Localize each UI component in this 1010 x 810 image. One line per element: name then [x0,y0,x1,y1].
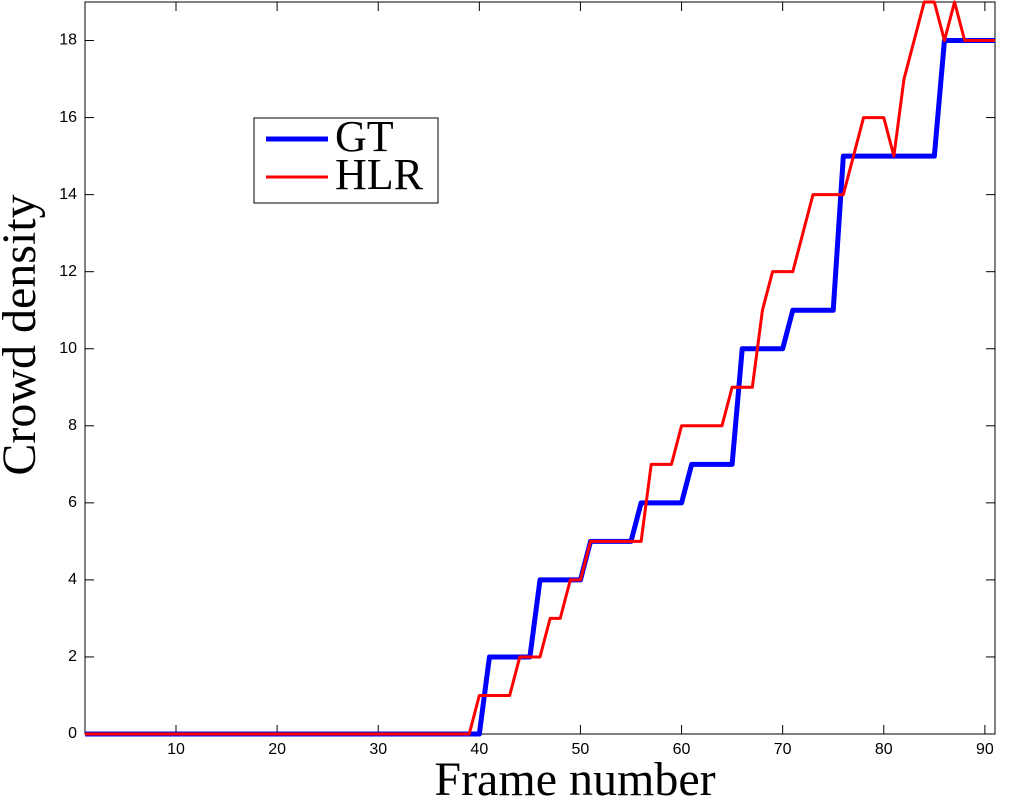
y-tick-label: 14 [59,186,77,203]
y-tick-label: 6 [68,494,77,511]
x-tick-label: 90 [976,741,994,758]
plot-area [84,1,996,735]
x-tick-label: 70 [774,741,792,758]
y-tick-label: 0 [68,725,77,742]
legend-label: GT [335,112,394,161]
x-tick-label: 10 [167,741,185,758]
x-tick-label: 30 [369,741,387,758]
y-tick-label: 2 [68,648,77,665]
x-tick-label: 20 [268,741,286,758]
x-axis-label: Frame number [434,753,715,806]
y-tick-label: 16 [59,109,77,126]
data-line [85,0,995,736]
x-tick-label: 40 [470,741,488,758]
legend-box [253,117,439,204]
x-tick-label: 50 [572,741,590,758]
x-tick-label: 80 [875,741,893,758]
y-tick-label: 8 [68,417,77,434]
y-tick-label: 10 [59,340,77,357]
x-tick-label: 60 [673,741,691,758]
y-tick-label: 18 [59,32,77,49]
y-tick-label: 4 [68,571,77,588]
y-axis-label: Crowd density [0,194,46,475]
y-tick-label: 12 [59,263,77,280]
legend-label: HLR [335,150,424,199]
